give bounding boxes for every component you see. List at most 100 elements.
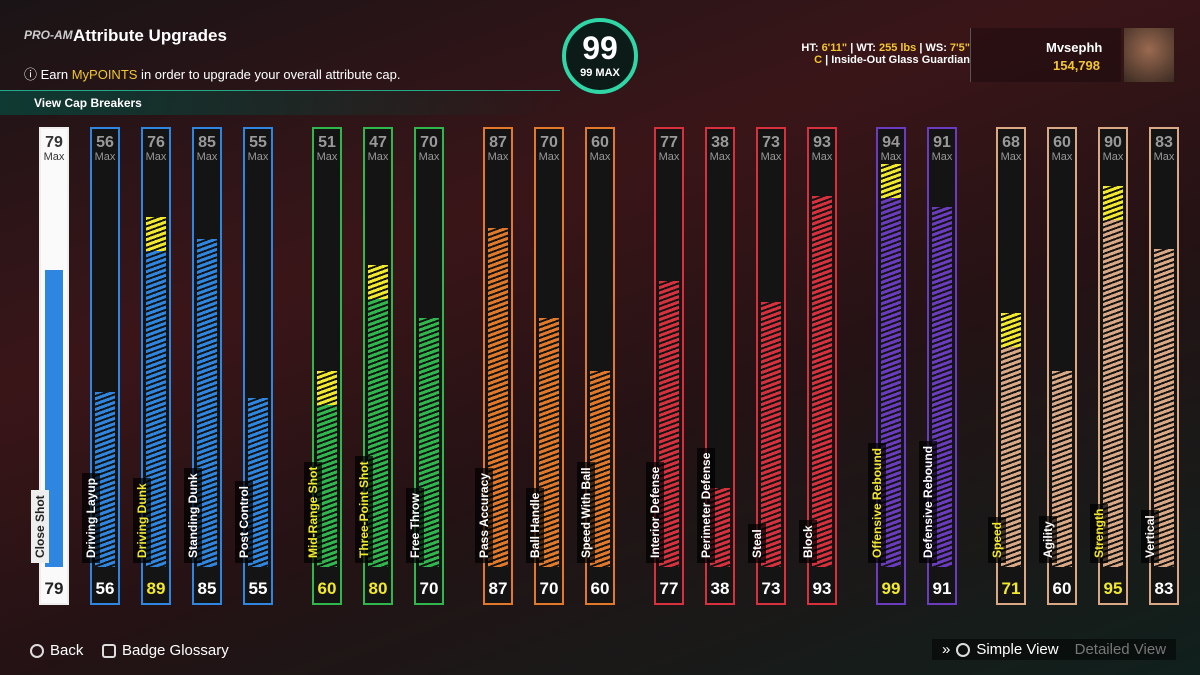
max-word: Max	[760, 151, 782, 163]
attribute-column: 79 Max 79 Close Shot	[31, 127, 69, 605]
max-word: Max	[196, 151, 218, 163]
upgrade-segment	[881, 164, 901, 199]
max-word: Max	[367, 151, 389, 163]
attribute-value: 80	[368, 579, 388, 598]
attribute-max: 56 Max	[92, 135, 118, 165]
attribute-column: 94 Max 99 Offensive Rebound	[868, 127, 906, 605]
attribute-value: 85	[197, 579, 217, 598]
max-value: 83	[1155, 134, 1173, 151]
ws-label: WS:	[925, 42, 947, 54]
wt-label: WT:	[856, 42, 876, 54]
attribute-max: 70 Max	[536, 135, 562, 165]
upgrade-segment	[317, 371, 337, 405]
attribute-name: Interior Defense	[646, 461, 664, 563]
attribute-name: Standing Dunk	[184, 468, 202, 563]
max-word: Max	[589, 151, 611, 163]
attribute-column: 76 Max 89 Driving Dunk	[133, 127, 171, 605]
cap-breakers[interactable]: View Cap Breakers	[34, 96, 142, 110]
detailed-view[interactable]: Detailed View	[1074, 641, 1167, 658]
attribute-fill	[659, 280, 679, 567]
attribute-name: Driving Layup	[82, 472, 100, 563]
ht-label: HT:	[801, 42, 819, 54]
max-value: 91	[933, 134, 951, 151]
attribute-max: 60 Max	[1049, 135, 1075, 165]
attribute-max: 73 Max	[758, 135, 784, 165]
max-value: 47	[369, 134, 387, 151]
attribute-fill	[1103, 185, 1123, 567]
attribute-value: 83	[1154, 579, 1174, 598]
attribute-value: 70	[419, 579, 439, 598]
attribute-name: Driving Dunk	[133, 478, 151, 563]
attribute-column: 68 Max 71 Speed	[988, 127, 1026, 605]
attribute-fill	[95, 392, 115, 567]
attribute-name: Speed With Ball	[577, 462, 595, 563]
attribute-max: 90 Max	[1100, 135, 1126, 165]
overall-value: 99	[582, 30, 618, 66]
attribute-name: Block	[799, 520, 817, 563]
glossary[interactable]: Badge Glossary	[122, 642, 229, 659]
attribute-column: 87 Max 87 Pass Accuracy	[475, 127, 513, 605]
attribute-fill	[710, 487, 730, 567]
info-highlight: MyPOINTS	[71, 67, 138, 82]
view-toggle: » Simple View Detailed View	[932, 639, 1177, 660]
vc: 154,798	[1053, 58, 1100, 73]
max-value: 56	[96, 134, 114, 151]
attribute-fill	[368, 265, 388, 567]
attribute-value: 71	[1001, 579, 1021, 598]
attribute-fill	[539, 318, 559, 567]
simple-view[interactable]: Simple View	[976, 641, 1059, 658]
max-word: Max	[811, 151, 833, 163]
max-value: 85	[198, 134, 216, 151]
attribute-fill	[317, 371, 337, 567]
avatar	[1124, 28, 1174, 82]
max-value: 73	[762, 134, 780, 151]
profile: Mvsephh 154,798	[970, 28, 1121, 82]
attribute-value: 60	[1052, 579, 1072, 598]
attribute-fill	[1154, 249, 1174, 567]
attribute-column: 51 Max 60 Mid-Range Shot	[304, 127, 342, 605]
max-value: 79	[45, 134, 63, 151]
back[interactable]: Back	[50, 642, 84, 659]
max-word: Max	[538, 151, 560, 163]
attribute-column: 47 Max 80 Three-Point Shot	[355, 127, 393, 605]
attribute-column: 83 Max 83 Vertical	[1141, 127, 1179, 605]
max-word: Max	[709, 151, 731, 163]
back-button[interactable]: Back	[30, 642, 83, 659]
title: Attribute Upgrades	[73, 26, 227, 45]
attribute-column: 56 Max 56 Driving Layup	[82, 127, 120, 605]
attribute-name: Steal	[748, 524, 766, 563]
attribute-name: Vertical	[1141, 510, 1159, 563]
attribute-value: 91	[932, 579, 952, 598]
max-word: Max	[1051, 151, 1073, 163]
attribute-value: 95	[1103, 579, 1123, 598]
attribute-name: Pass Accuracy	[475, 468, 493, 563]
max-value: 70	[540, 134, 558, 151]
max-word: Max	[43, 151, 65, 163]
cap-breakers-bar[interactable]: View Cap Breakers	[0, 90, 560, 115]
attribute-value: 99	[881, 579, 901, 598]
attribute-name: Defensive Rebound	[919, 440, 937, 563]
attribute-fill	[881, 164, 901, 567]
attribute-value: 38	[710, 579, 730, 598]
attribute-value: 73	[761, 579, 781, 598]
max-word: Max	[658, 151, 680, 163]
max-value: 93	[813, 134, 831, 151]
attribute-name: Post Control	[235, 481, 253, 563]
attribute-column: 60 Max 60 Agility	[1039, 127, 1077, 605]
attribute-value: 60	[317, 579, 337, 598]
attribute-column: 85 Max 85 Standing Dunk	[184, 127, 222, 605]
glossary-button[interactable]: Badge Glossary	[102, 642, 229, 659]
attribute-column: 73 Max 73 Steal	[748, 127, 786, 605]
attribute-fill	[1052, 371, 1072, 567]
attribute-name: Three-Point Shot	[355, 456, 373, 563]
max-word: Max	[247, 151, 269, 163]
attribute-max: 70 Max	[416, 135, 442, 165]
attribute-column: 77 Max 77 Interior Defense	[646, 127, 684, 605]
info: ⓘ Earn MyPOINTS in order to upgrade your…	[24, 67, 401, 82]
archetype: Inside-Out Glass Guardian	[831, 54, 970, 66]
attribute-value: 70	[539, 579, 559, 598]
attribute-value: 56	[95, 579, 115, 598]
attribute-name: Perimeter Defense	[697, 447, 715, 563]
attribute-fill	[419, 318, 439, 567]
